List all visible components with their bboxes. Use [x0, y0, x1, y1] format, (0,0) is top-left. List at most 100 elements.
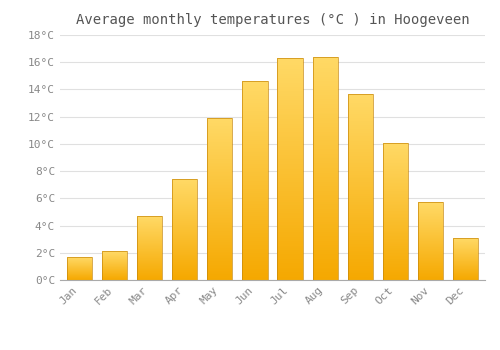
Bar	[348, 217, 373, 218]
Bar	[312, 93, 338, 95]
Bar	[278, 64, 302, 65]
Bar	[348, 103, 373, 104]
Bar	[207, 168, 233, 169]
Bar	[383, 194, 408, 195]
Bar	[418, 211, 443, 212]
Bar	[348, 127, 373, 128]
Bar	[348, 172, 373, 173]
Bar	[207, 279, 233, 280]
Bar	[278, 195, 302, 196]
Bar	[172, 225, 198, 226]
Bar	[348, 208, 373, 209]
Bar	[207, 248, 233, 249]
Bar	[278, 72, 302, 74]
Bar	[207, 234, 233, 236]
Bar	[207, 147, 233, 148]
Bar	[207, 217, 233, 218]
Bar	[383, 230, 408, 231]
Bar	[312, 89, 338, 90]
Bar	[312, 262, 338, 263]
Bar	[383, 215, 408, 216]
Bar	[312, 155, 338, 156]
Bar	[348, 186, 373, 187]
Bar	[348, 170, 373, 171]
Bar	[172, 278, 198, 279]
Bar	[383, 253, 408, 254]
Bar	[312, 235, 338, 237]
Bar	[278, 193, 302, 194]
Bar	[348, 188, 373, 189]
Bar	[312, 212, 338, 213]
Bar	[312, 184, 338, 185]
Bar	[383, 238, 408, 239]
Bar	[312, 68, 338, 69]
Bar	[207, 206, 233, 207]
Bar	[242, 146, 268, 147]
Bar	[312, 166, 338, 167]
Bar	[348, 115, 373, 116]
Bar	[207, 216, 233, 217]
Bar	[207, 122, 233, 123]
Bar	[242, 147, 268, 148]
Bar	[172, 188, 198, 189]
Bar	[172, 268, 198, 269]
Bar	[172, 239, 198, 240]
Bar	[383, 198, 408, 199]
Bar	[242, 99, 268, 100]
Bar	[418, 227, 443, 228]
Bar	[242, 251, 268, 252]
Bar	[278, 78, 302, 79]
Bar	[348, 117, 373, 118]
Bar	[207, 243, 233, 244]
Bar	[383, 162, 408, 163]
Bar	[348, 215, 373, 216]
Bar	[383, 190, 408, 191]
Bar	[348, 156, 373, 157]
Bar	[207, 163, 233, 164]
Bar	[312, 75, 338, 76]
Bar	[172, 236, 198, 237]
Bar	[242, 242, 268, 243]
Bar	[348, 112, 373, 113]
Bar	[172, 179, 198, 280]
Bar	[242, 181, 268, 182]
Bar	[278, 233, 302, 235]
Bar	[383, 201, 408, 202]
Bar	[172, 240, 198, 241]
Bar	[312, 106, 338, 107]
Bar	[207, 118, 233, 280]
Bar	[383, 252, 408, 253]
Bar	[207, 164, 233, 165]
Bar	[383, 209, 408, 210]
Bar	[312, 91, 338, 92]
Bar	[242, 143, 268, 144]
Bar	[172, 245, 198, 246]
Bar	[348, 236, 373, 237]
Bar	[312, 241, 338, 242]
Bar	[278, 166, 302, 167]
Bar	[278, 170, 302, 171]
Bar	[348, 239, 373, 240]
Bar	[242, 233, 268, 234]
Bar	[348, 128, 373, 129]
Bar	[348, 174, 373, 175]
Bar	[348, 153, 373, 154]
Bar	[278, 91, 302, 92]
Bar	[312, 115, 338, 116]
Bar	[278, 110, 302, 111]
Bar	[312, 185, 338, 186]
Bar	[242, 139, 268, 140]
Bar	[242, 162, 268, 163]
Bar	[312, 177, 338, 178]
Bar	[348, 276, 373, 277]
Bar	[172, 218, 198, 219]
Bar	[383, 163, 408, 164]
Bar	[312, 110, 338, 111]
Bar	[172, 179, 198, 180]
Bar	[207, 205, 233, 206]
Bar	[348, 247, 373, 248]
Bar	[312, 145, 338, 146]
Bar	[207, 155, 233, 156]
Bar	[172, 215, 198, 216]
Bar	[242, 128, 268, 129]
